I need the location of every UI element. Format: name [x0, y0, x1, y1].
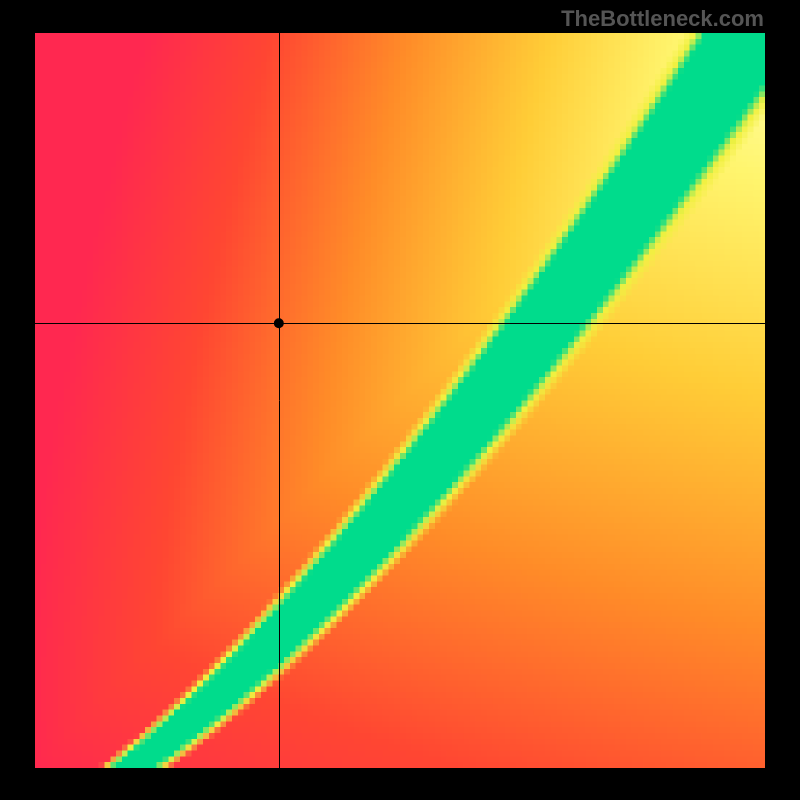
overlay-canvas	[35, 33, 765, 768]
watermark-text: TheBottleneck.com	[561, 6, 764, 32]
chart-container: TheBottleneck.com	[0, 0, 800, 800]
